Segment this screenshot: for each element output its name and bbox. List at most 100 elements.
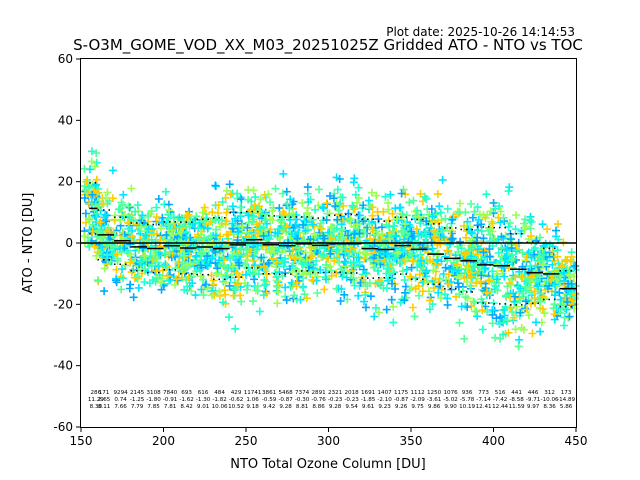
scatter-point (543, 277, 552, 286)
scatter-point (184, 273, 193, 282)
scatter-point (281, 292, 290, 301)
scatter-point (278, 256, 287, 265)
bin-mean-label: -0.23 (328, 397, 343, 403)
scatter-point (259, 291, 268, 300)
scatter-point (260, 262, 268, 271)
bin-std-label: 7.85 (147, 404, 160, 410)
scatter-point (244, 218, 253, 227)
scatter-point (281, 245, 290, 254)
bin-mean-label: -1.30 (196, 397, 211, 403)
scatter-point (393, 248, 402, 257)
scatter-point (507, 244, 516, 253)
scatter-point (344, 231, 352, 240)
scatter-point (165, 206, 174, 215)
scatter-point (399, 247, 408, 256)
scatter-point (374, 257, 383, 266)
scatter-point (231, 214, 240, 223)
scatter-point (233, 280, 242, 289)
scatter-point (187, 287, 196, 296)
scatter-point (506, 219, 514, 227)
x-tick-label: 300 (317, 434, 340, 448)
scatter-point (563, 298, 572, 306)
scatter-point (261, 280, 270, 289)
scatter-point (340, 290, 349, 299)
scatter-point (533, 275, 542, 284)
scatter-point (365, 279, 374, 288)
scatter-point (113, 250, 122, 259)
scatter-point (359, 265, 368, 274)
bin-std-label: 8.81 (296, 404, 309, 410)
scatter-point (157, 278, 166, 287)
scatter-point (348, 201, 357, 210)
scatter-point (90, 205, 99, 214)
scatter-point (294, 272, 303, 281)
scatter-point (469, 297, 478, 306)
scatter-point (326, 262, 335, 271)
scatter-point (106, 257, 115, 266)
scatter-point (180, 285, 189, 294)
scatter-point (157, 224, 165, 233)
bin-std-label: 7.79 (131, 404, 144, 410)
scatter-point (225, 281, 234, 290)
y-tick-label: -20 (53, 297, 73, 311)
scatter-point (454, 279, 462, 288)
scatter-point (282, 187, 291, 196)
scatter-point (243, 281, 252, 290)
scatter-point (402, 254, 411, 263)
scatter-point (438, 175, 447, 184)
y-tick-label: 20 (58, 175, 73, 189)
scatter-point (534, 282, 543, 291)
scatter-point (80, 164, 89, 173)
scatter-point (338, 193, 347, 202)
scatter-point (281, 283, 290, 292)
scatter-point (260, 281, 269, 290)
scatter-point (355, 229, 364, 238)
scatter-point (527, 253, 536, 262)
scatter-point (516, 284, 525, 293)
y-axis-label: ATO - NTO [DU] (21, 193, 36, 294)
scatter-point (237, 195, 246, 204)
bin-std-label: 9.86 (428, 404, 441, 410)
bin-count-label: 2891 (311, 390, 326, 396)
scatter-point (152, 213, 161, 222)
scatter-point (215, 256, 223, 265)
scatter-point (362, 303, 370, 312)
scatter-point (398, 267, 407, 276)
scatter-point (209, 276, 218, 285)
scatter-point (433, 256, 442, 265)
bin-std-label: 9.97 (527, 404, 540, 410)
bin-std-label: 7.66 (114, 404, 127, 410)
scatter-point (407, 263, 416, 272)
scatter-point (494, 249, 503, 257)
bin-std-label: 10.06 (212, 404, 228, 410)
scatter-point (391, 285, 400, 293)
scatter-point (96, 218, 105, 227)
scatter-point (482, 190, 491, 199)
scatter-point (489, 199, 498, 207)
scatter-point (274, 288, 283, 297)
scatter-point (344, 209, 353, 218)
scatter-point (436, 240, 445, 249)
scatter-point (202, 280, 211, 289)
scatter-point (112, 278, 121, 287)
scatter-point (103, 188, 112, 197)
scatter-point (268, 206, 277, 215)
scatter-point (481, 284, 490, 293)
scatter-point (415, 214, 424, 223)
bin-mean-label: -0.62 (229, 397, 243, 403)
scatter-point (511, 325, 520, 334)
bin-count-label: 516 (495, 390, 506, 396)
scatter-point (452, 256, 461, 264)
x-tick-label: 150 (70, 434, 93, 448)
scatter-point (489, 299, 498, 308)
scatter-point (215, 238, 223, 247)
scatter-point (462, 233, 470, 242)
scatter-point (467, 200, 475, 208)
bin-std-label: 8.42 (180, 404, 192, 410)
scatter-point (422, 266, 431, 275)
scatter-point (448, 265, 457, 274)
scatter-point (543, 225, 552, 234)
scatter-point (200, 203, 209, 212)
scatter-point (524, 311, 533, 320)
scatter-point (163, 272, 172, 281)
